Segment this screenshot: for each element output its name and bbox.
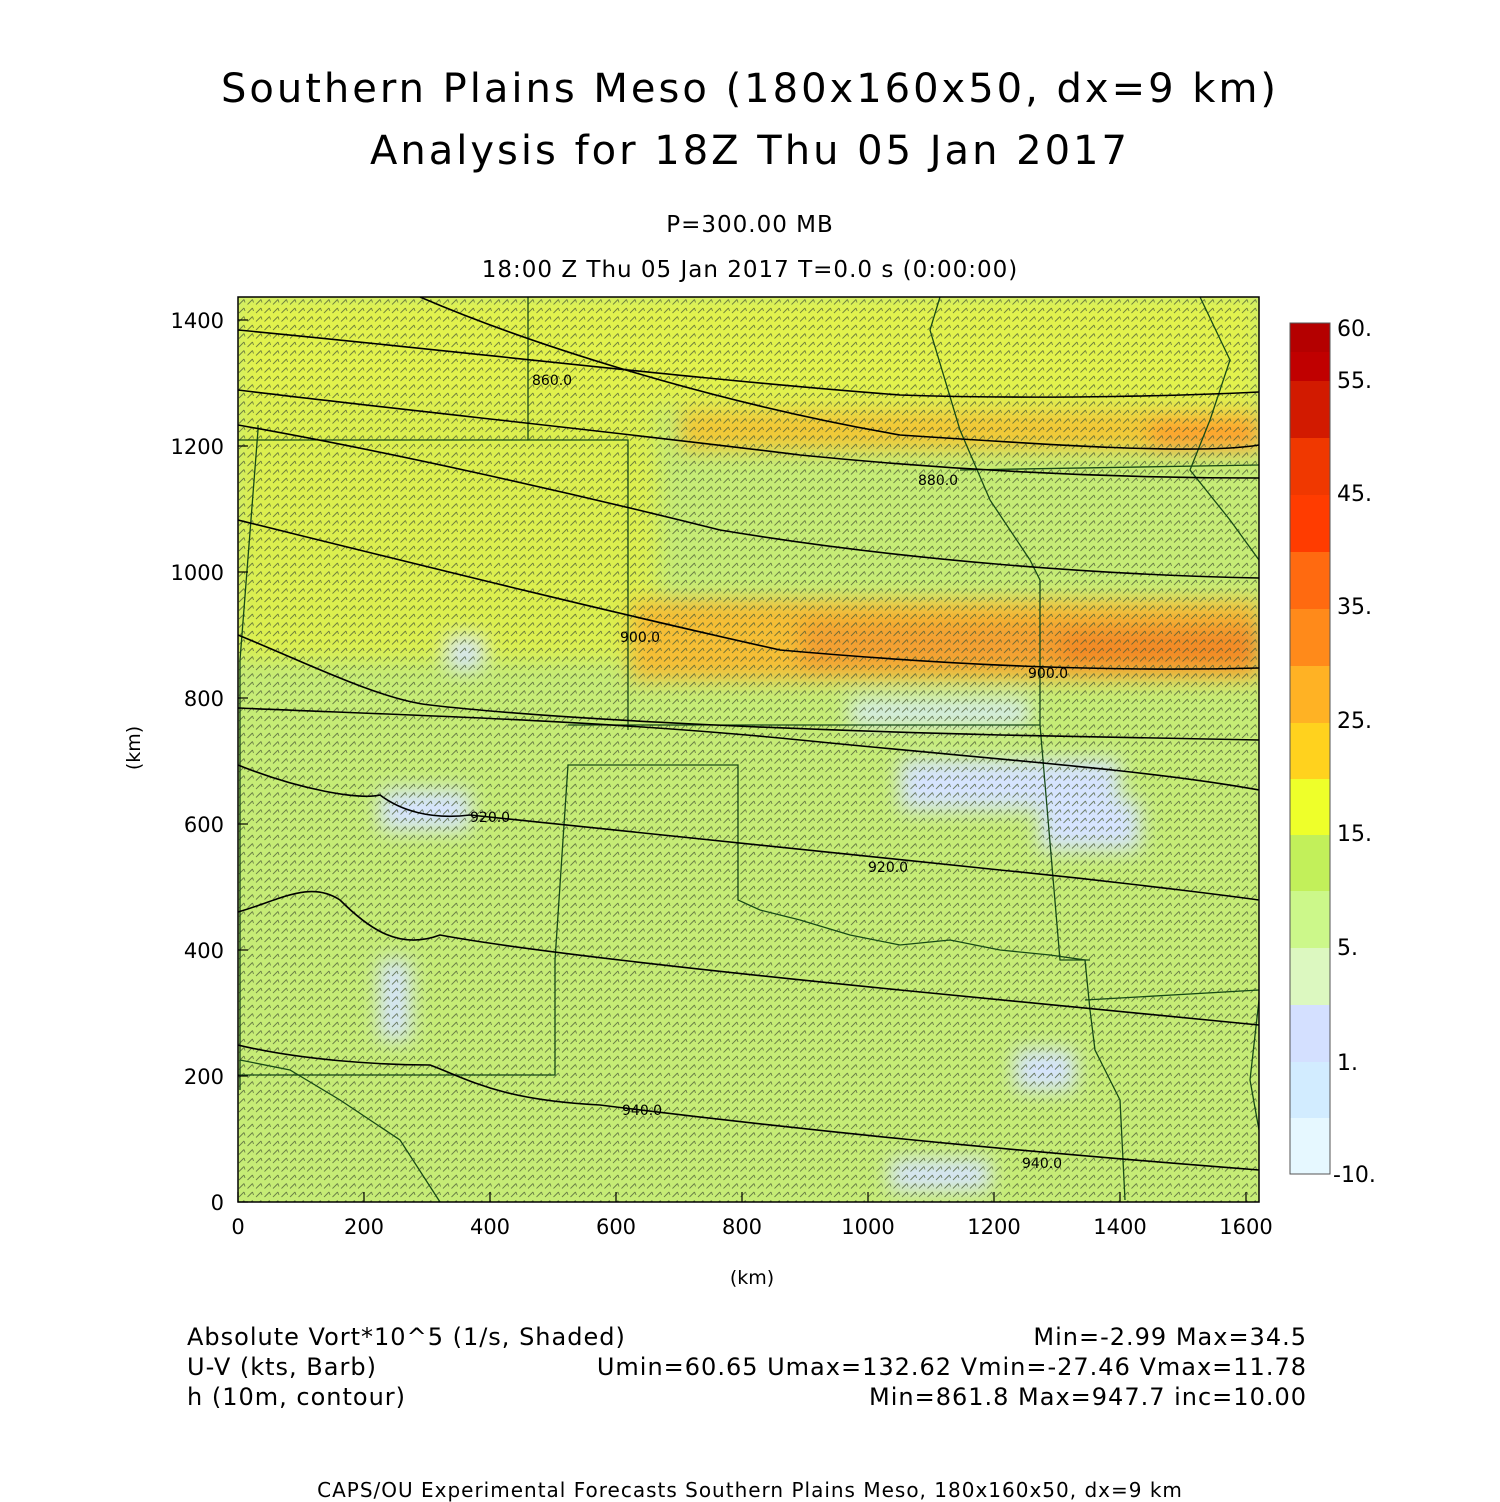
colorbar-swatch — [1290, 609, 1330, 666]
x-tick-label: 600 — [596, 1215, 636, 1239]
colorbar-swatch — [1290, 381, 1330, 438]
contour-label-900-b: 900.0 — [1028, 666, 1068, 682]
x-tick-label: 1200 — [967, 1215, 1020, 1239]
y-tick-label: 1200 — [171, 435, 224, 459]
colorbar — [1289, 322, 1331, 1175]
y-tick-label: 800 — [184, 687, 224, 711]
field-3-name: h (10m, contour) — [187, 1383, 407, 1411]
colorbar-label: 25. — [1337, 709, 1372, 734]
field-2-stats: Umin=60.65 Umax=132.62 Vmin=-27.46 Vmax=… — [596, 1353, 1307, 1381]
contour-label-940-b: 940.0 — [1022, 1156, 1062, 1172]
x-axis-label: (km) — [730, 1267, 774, 1289]
colorbar-swatch — [1290, 323, 1330, 352]
colorbar-swatch — [1290, 666, 1330, 723]
colorbar-swatch — [1290, 552, 1330, 609]
field-3-stats: Min=861.8 Max=947.7 inc=10.00 — [869, 1383, 1307, 1411]
colorbar-swatch — [1290, 1118, 1330, 1174]
colorbar-swatch — [1290, 835, 1330, 891]
credit-line: CAPS/OU Experimental Forecasts Southern … — [317, 1478, 1183, 1502]
y-axis-label: (km) — [123, 726, 145, 770]
x-tick-label: 800 — [722, 1215, 762, 1239]
colorbar-label: 60. — [1337, 317, 1372, 342]
x-tick-labels: 0 200 400 600 800 1000 1200 1400 1600 — [231, 1215, 1272, 1239]
contour-label-880: 880.0 — [918, 473, 958, 489]
colorbar-label: 55. — [1337, 369, 1372, 394]
y-tick-labels: 0 200 400 600 800 1000 1200 1400 — [171, 309, 224, 1215]
y-tick-label: 400 — [184, 939, 224, 963]
y-tick-label: 1400 — [171, 309, 224, 333]
x-tick-label: 200 — [344, 1215, 384, 1239]
colorbar-swatch — [1290, 1005, 1330, 1062]
plot-subtitle: Analysis for 18Z Thu 05 Jan 2017 — [370, 128, 1130, 174]
valid-time: 18:00 Z Thu 05 Jan 2017 T=0.0 s (0:00:00… — [481, 257, 1019, 283]
colorbar-label: -10. — [1333, 1163, 1376, 1188]
colorbar-label: 1. — [1337, 1051, 1358, 1076]
x-tick-label: 1600 — [1219, 1215, 1272, 1239]
contour-label-900-a: 900.0 — [620, 630, 660, 646]
plot-frame — [237, 296, 1260, 1203]
colorbar-swatch — [1290, 495, 1330, 552]
vorticity-shading — [238, 297, 1259, 1202]
y-tick-label: 0 — [211, 1191, 224, 1215]
contour-label-920-b: 920.0 — [868, 860, 908, 876]
contour-labels: 860.0 880.0 900.0 900.0 920.0 920.0 940.… — [470, 373, 1068, 1172]
y-tick-label: 200 — [184, 1065, 224, 1089]
axis-ticks — [237, 319, 1247, 1203]
colorbar-swatch — [1290, 891, 1330, 948]
colorbar-label: 15. — [1337, 822, 1372, 847]
y-tick-label: 1000 — [171, 561, 224, 585]
x-tick-label: 1000 — [841, 1215, 894, 1239]
colorbar-swatch — [1290, 1062, 1330, 1118]
contour-label-920-a: 920.0 — [470, 810, 510, 826]
x-tick-label: 1400 — [1093, 1215, 1146, 1239]
height-contours — [238, 297, 1259, 1171]
colorbar-label: 35. — [1337, 595, 1372, 620]
x-tick-label: 400 — [470, 1215, 510, 1239]
colorbar-label: 45. — [1337, 482, 1372, 507]
colorbar-labels: 60. 55. 45. 35. 25. 15. 5. 1. -10. — [1333, 317, 1376, 1188]
colorbar-swatch — [1290, 948, 1330, 1005]
y-tick-label: 600 — [184, 813, 224, 837]
state-boundaries — [238, 297, 1259, 1202]
pressure-level: P=300.00 MB — [666, 212, 834, 238]
x-tick-label: 0 — [231, 1215, 244, 1239]
colorbar-label: 5. — [1337, 936, 1358, 961]
contour-label-940-a: 940.0 — [622, 1103, 662, 1119]
colorbar-swatch — [1290, 352, 1330, 381]
field-1-stats: Min=-2.99 Max=34.5 — [1033, 1323, 1307, 1351]
colorbar-swatch — [1290, 779, 1330, 835]
colorbar-swatch — [1290, 723, 1330, 779]
field-2-name: U-V (kts, Barb) — [187, 1353, 377, 1381]
contour-label-860: 860.0 — [532, 373, 572, 389]
field-1-name: Absolute Vort*10^5 (1/s, Shaded) — [187, 1323, 626, 1351]
colorbar-swatch — [1290, 438, 1330, 495]
plot-title: Southern Plains Meso (180x160x50, dx=9 k… — [220, 66, 1280, 112]
